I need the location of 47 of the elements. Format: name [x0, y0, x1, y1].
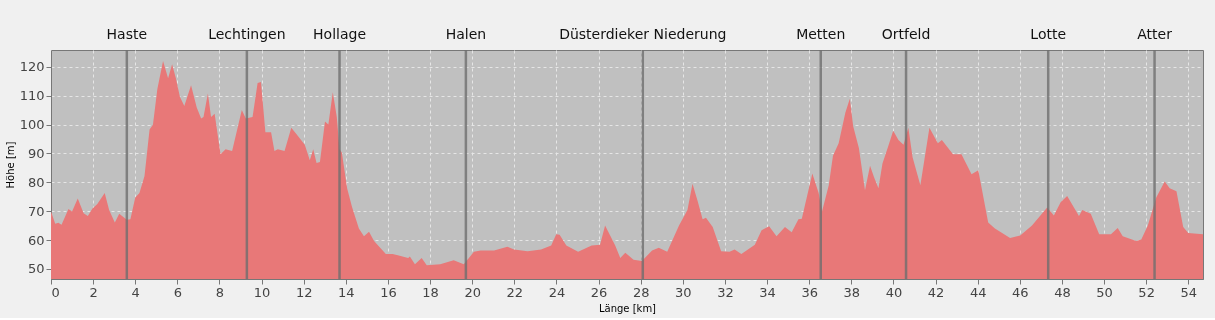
y-tick-label: 60 [27, 232, 45, 248]
x-tick-label: 38 [843, 284, 861, 300]
y-axis-title: Höhe [m] [4, 141, 16, 189]
x-tick-label: 2 [89, 284, 98, 300]
x-tick-label: 6 [173, 284, 182, 300]
y-tick-label: 110 [19, 88, 45, 104]
y-tick-label: 120 [19, 59, 45, 75]
x-tick-label: 14 [338, 284, 355, 300]
y-tick-label: 70 [27, 203, 45, 219]
x-tick-label: 34 [759, 284, 776, 300]
x-tick-label: 4 [131, 284, 140, 300]
x-tick-label: 36 [801, 284, 818, 300]
ref-line-label: Lotte [1030, 26, 1067, 42]
ref-line-label: Lechtingen [208, 26, 286, 42]
ref-line-label: Düsterdieker Niederung [559, 26, 727, 42]
ref-line-label: Haste [106, 26, 148, 42]
ref-line-label: Atter [1137, 26, 1173, 42]
y-tick-label: 50 [27, 261, 45, 277]
x-tick-label: 12 [295, 284, 313, 300]
ref-line-label: Halen [445, 26, 487, 42]
x-tick-label: 42 [927, 284, 945, 300]
x-tick-label: 40 [885, 284, 903, 300]
x-axis-title: Länge [km] [598, 302, 657, 314]
ref-line-label: Ortfeld [881, 26, 931, 42]
x-tick-label: 26 [590, 284, 608, 300]
x-tick-label: 50 [1096, 284, 1113, 300]
x-tick-label: 22 [506, 284, 524, 300]
x-tick-label: 28 [632, 284, 650, 300]
ref-line-label: Hollage [313, 26, 366, 42]
x-tick-label: 0 [51, 284, 60, 300]
y-tick-label: 90 [27, 145, 45, 161]
x-tick-label: 20 [464, 284, 481, 300]
x-tick-label: 54 [1180, 284, 1198, 300]
x-tick-label: 52 [1138, 284, 1155, 300]
x-tick-label: 48 [1054, 284, 1071, 300]
x-tick-label: 30 [675, 284, 692, 300]
y-tick-label: 100 [19, 117, 45, 132]
x-tick-label: 24 [548, 284, 566, 300]
x-tick-label: 32 [717, 284, 734, 300]
ref-line-label: Metten [796, 26, 846, 42]
x-tick-label: 10 [253, 284, 271, 300]
x-tick-label: 8 [215, 284, 225, 300]
x-tick-label: 18 [422, 284, 439, 300]
y-tick-label: 80 [27, 174, 45, 190]
x-tick-label: 16 [380, 284, 397, 300]
x-tick-label: 44 [969, 284, 987, 300]
x-tick-label: 46 [1012, 284, 1029, 300]
